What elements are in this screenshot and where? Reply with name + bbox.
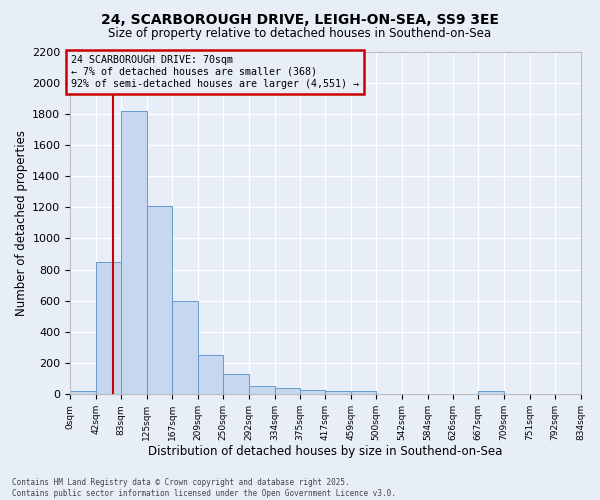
Bar <box>249 386 275 394</box>
Bar <box>96 262 121 394</box>
Bar <box>478 391 504 394</box>
Y-axis label: Number of detached properties: Number of detached properties <box>15 130 28 316</box>
Bar <box>299 390 325 394</box>
Text: Contains HM Land Registry data © Crown copyright and database right 2025.
Contai: Contains HM Land Registry data © Crown c… <box>12 478 396 498</box>
Text: Size of property relative to detached houses in Southend-on-Sea: Size of property relative to detached ho… <box>109 28 491 40</box>
Text: 24 SCARBOROUGH DRIVE: 70sqm
← 7% of detached houses are smaller (368)
92% of sem: 24 SCARBOROUGH DRIVE: 70sqm ← 7% of deta… <box>71 56 359 88</box>
X-axis label: Distribution of detached houses by size in Southend-on-Sea: Distribution of detached houses by size … <box>148 444 503 458</box>
Bar <box>223 374 249 394</box>
Bar <box>351 391 376 394</box>
Bar <box>275 388 299 394</box>
Bar <box>70 391 96 394</box>
Bar <box>172 301 198 394</box>
Bar <box>146 206 172 394</box>
Bar <box>198 354 223 394</box>
Bar <box>325 391 351 394</box>
Bar <box>121 110 146 394</box>
Text: 24, SCARBOROUGH DRIVE, LEIGH-ON-SEA, SS9 3EE: 24, SCARBOROUGH DRIVE, LEIGH-ON-SEA, SS9… <box>101 12 499 26</box>
